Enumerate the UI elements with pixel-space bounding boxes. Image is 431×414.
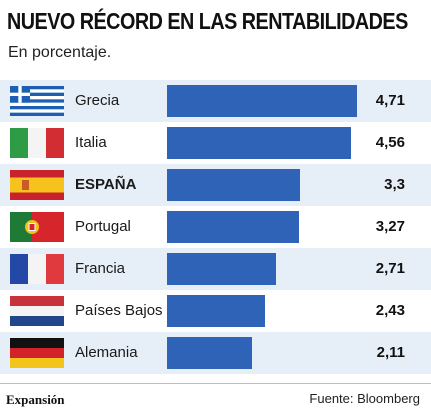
- category-label: Italia: [75, 134, 107, 151]
- portugal-flag: [10, 212, 64, 242]
- bar: [167, 253, 276, 285]
- value-label: 4,71: [375, 92, 405, 109]
- category-label: Países Bajos: [75, 302, 163, 319]
- brand-logo-text: Expansión: [6, 392, 65, 407]
- value-label: 2,11: [376, 344, 405, 361]
- value-label: 2,71: [375, 260, 405, 277]
- chart-row: Francia 2,71: [0, 248, 431, 290]
- chart-subtitle: En porcentaje.: [8, 44, 112, 61]
- germany-flag: [10, 338, 64, 368]
- category-label: Grecia: [75, 92, 120, 109]
- footer: Expansión Fuente: Bloomberg: [0, 383, 431, 414]
- bar: [167, 337, 252, 369]
- value-label: 3,27: [375, 218, 405, 235]
- value-label: 2,43: [375, 302, 405, 319]
- bar: [167, 127, 351, 159]
- chart-row: Italia 4,56: [0, 122, 431, 164]
- category-label: Francia: [75, 260, 126, 277]
- chart-row: Países Bajos 2,43: [0, 290, 431, 332]
- france-flag: [10, 254, 64, 284]
- chart-row: Grecia 4,71: [0, 80, 431, 122]
- bar: [167, 85, 357, 117]
- spain-flag: [10, 170, 64, 200]
- chart-title: NUEVO RÉCORD EN LAS RENTABILIDADES: [7, 8, 408, 34]
- netherlands-flag: [10, 296, 64, 326]
- value-label: 3,3: [384, 176, 405, 193]
- source-note: Fuente: Bloomberg: [309, 391, 420, 406]
- greece-flag: [10, 86, 64, 116]
- chart-row: Portugal 3,27: [0, 206, 431, 248]
- chart-row: ESPAÑA 3,3: [0, 164, 431, 206]
- italy-flag: [10, 128, 64, 158]
- chart-row: Alemania 2,11: [0, 332, 431, 374]
- category-label: Portugal: [75, 218, 131, 235]
- value-label: 4,56: [375, 134, 405, 151]
- bar: [167, 211, 299, 243]
- bar: [167, 295, 265, 327]
- bar: [167, 169, 300, 201]
- category-label: Alemania: [75, 344, 138, 361]
- category-label: ESPAÑA: [75, 176, 137, 193]
